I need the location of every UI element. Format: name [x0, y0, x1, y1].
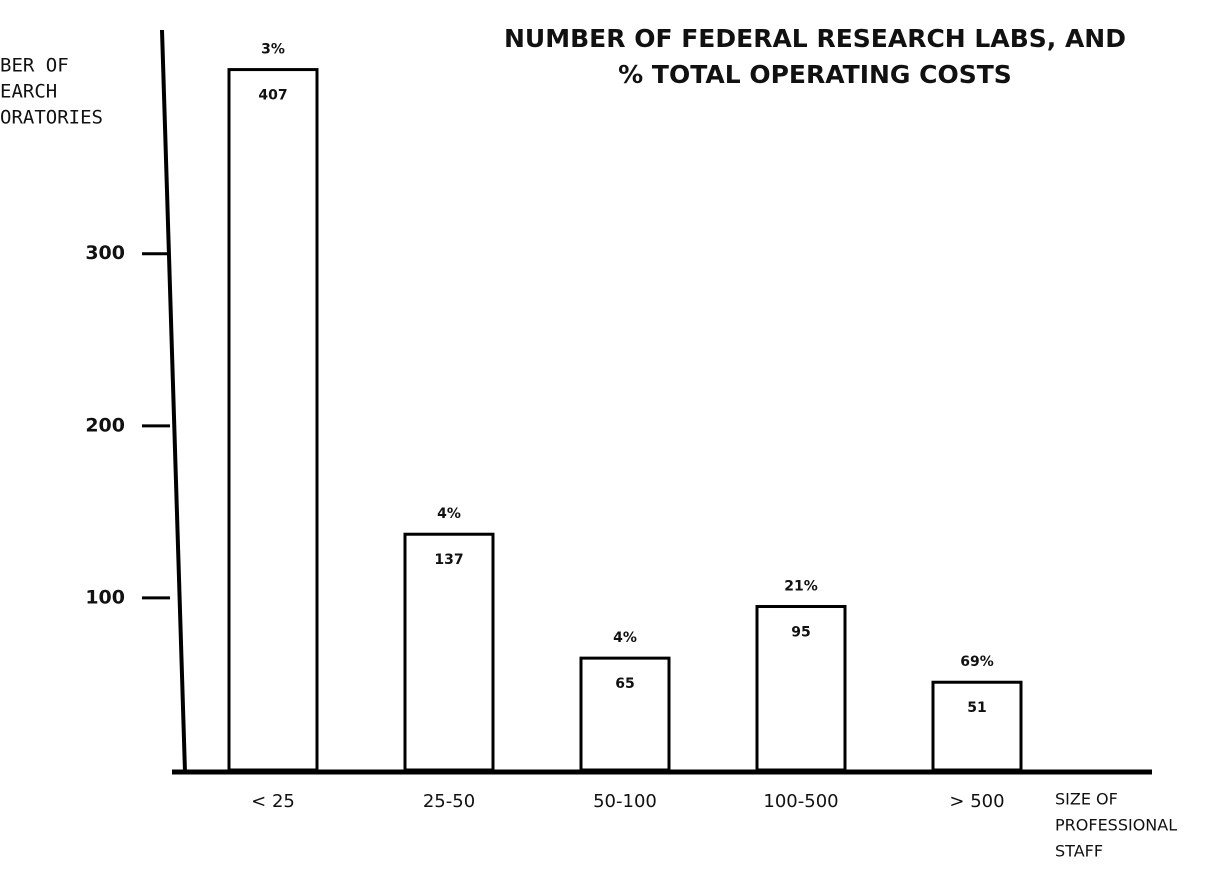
x-tick-label: 100-500 — [763, 791, 838, 812]
bar — [579, 656, 671, 772]
bar — [755, 605, 847, 772]
bar — [403, 532, 495, 772]
x-axis-label: PROFESSIONAL — [1055, 816, 1177, 835]
x-tick-label: < 25 — [251, 791, 295, 812]
y-axis-label: ORATORIES — [0, 107, 103, 129]
bar — [931, 680, 1023, 772]
x-tick-label: 50-100 — [593, 791, 657, 812]
cost-share-label: 69% — [960, 654, 994, 670]
y-tick-label: 100 — [85, 586, 125, 608]
y-axis — [160, 29, 187, 773]
cost-share-label: 4% — [613, 630, 637, 646]
y-axis-label: EARCH — [0, 81, 57, 103]
cost-share-label: 21% — [784, 579, 818, 595]
cost-share-label: 4% — [437, 506, 461, 522]
value-label: 65 — [615, 676, 634, 692]
cost-share-label: 3% — [261, 42, 285, 58]
chart-title: % TOTAL OPERATING COSTS — [618, 60, 1012, 89]
x-axis-label: SIZE OF — [1055, 790, 1118, 809]
y-tick-label: 200 — [85, 414, 125, 436]
value-label: 407 — [258, 88, 287, 104]
chart-title: NUMBER OF FEDERAL RESEARCH LABS, AND — [504, 24, 1126, 53]
y-tick-label: 300 — [85, 242, 125, 264]
x-axis-label: STAFF — [1055, 842, 1103, 861]
x-tick-label: 25-50 — [423, 791, 475, 812]
value-label: 51 — [967, 700, 986, 716]
value-label: 95 — [791, 625, 810, 641]
x-tick-label: > 500 — [949, 791, 1004, 812]
bar — [227, 68, 319, 772]
value-label: 137 — [434, 552, 463, 568]
y-axis-label: BER OF — [0, 55, 69, 77]
